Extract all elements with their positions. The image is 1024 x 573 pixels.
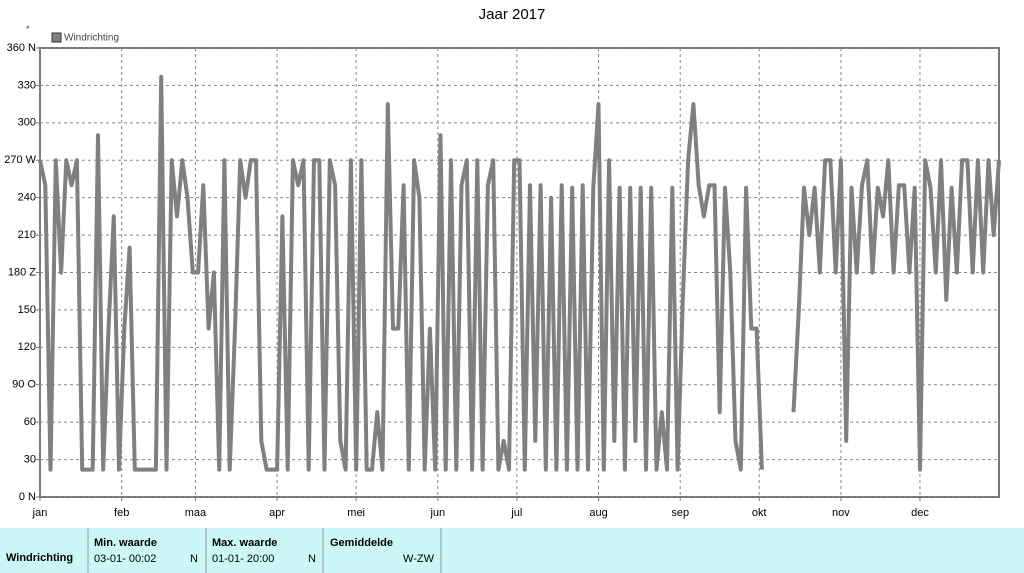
x-tick-label: jun: [429, 507, 445, 519]
x-tick-label: nov: [832, 507, 850, 519]
y-tick-label: 30: [24, 453, 36, 465]
x-tick-label: sep: [671, 507, 689, 519]
x-tick-label: okt: [752, 507, 767, 519]
chart-title: Jaar 2017: [479, 6, 546, 23]
y-tick-label: 0 N: [19, 491, 36, 503]
x-tick-label: feb: [114, 507, 129, 519]
y-tick-label: 240: [18, 192, 36, 204]
summary-header: Min. waarde: [94, 537, 157, 549]
summary-header: Max. waarde: [212, 537, 277, 549]
summary-header: Gemiddelde: [330, 537, 393, 549]
y-tick-label: 120: [18, 341, 36, 353]
y-tick-label: 270 W: [4, 154, 36, 166]
max-time: 01-01- 20:00: [212, 553, 274, 565]
min-dir: N: [190, 553, 198, 565]
legend-swatch: [51, 32, 62, 43]
y-tick-label: 300: [18, 117, 36, 129]
y-tick-label: 360 N: [7, 42, 36, 54]
mean-dir: W-ZW: [403, 553, 435, 565]
y-tick-label: 60: [24, 416, 36, 428]
x-tick-label: dec: [911, 507, 929, 519]
x-tick-label: aug: [589, 507, 607, 519]
y-tick-label: 210: [18, 229, 36, 241]
y-unit: °: [26, 24, 30, 34]
y-tick-label: 90 O: [12, 379, 36, 391]
y-tick-label: 330: [18, 79, 36, 91]
legend-label: Windrichting: [64, 33, 119, 44]
max-dir: N: [308, 553, 316, 565]
data-line: [38, 74, 1001, 472]
y-tick-label: 180 Z: [8, 266, 36, 278]
x-tick-label: mei: [347, 507, 365, 519]
x-tick-label: apr: [269, 507, 285, 519]
x-tick-label: maa: [185, 507, 207, 519]
y-tick-label: 150: [18, 304, 36, 316]
min-time: 03-01- 00:02: [94, 553, 156, 565]
row-label: Windrichting: [6, 552, 73, 564]
x-tick-label: jul: [510, 507, 522, 519]
x-tick-label: jan: [32, 507, 48, 519]
summary-panel: [0, 528, 1024, 573]
